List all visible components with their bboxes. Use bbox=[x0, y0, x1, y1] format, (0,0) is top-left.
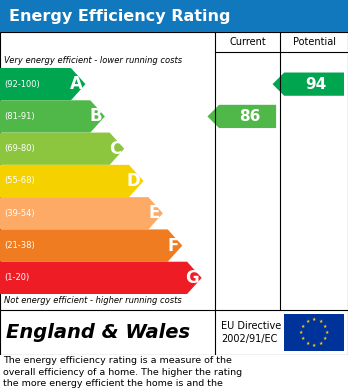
Text: (39-54): (39-54) bbox=[4, 209, 34, 218]
Text: E: E bbox=[149, 204, 160, 222]
Text: 86: 86 bbox=[239, 109, 260, 124]
Text: ★: ★ bbox=[301, 337, 305, 341]
Text: England & Wales: England & Wales bbox=[6, 323, 190, 342]
Text: Very energy efficient - lower running costs: Very energy efficient - lower running co… bbox=[4, 56, 182, 65]
Text: Potential: Potential bbox=[293, 37, 335, 47]
Text: B: B bbox=[89, 108, 102, 126]
Polygon shape bbox=[0, 230, 182, 262]
Text: ★: ★ bbox=[318, 319, 323, 324]
Polygon shape bbox=[0, 165, 144, 197]
Polygon shape bbox=[0, 197, 163, 230]
Text: (69-80): (69-80) bbox=[4, 144, 35, 153]
Text: G: G bbox=[185, 269, 199, 287]
Text: 94: 94 bbox=[306, 77, 327, 91]
Text: (92-100): (92-100) bbox=[4, 80, 40, 89]
Text: ★: ★ bbox=[301, 323, 305, 328]
Text: 2002/91/EC: 2002/91/EC bbox=[221, 334, 277, 344]
Text: F: F bbox=[168, 237, 179, 255]
Text: The energy efficiency rating is a measure of the
overall efficiency of a home. T: The energy efficiency rating is a measur… bbox=[3, 356, 243, 391]
Text: (81-91): (81-91) bbox=[4, 112, 34, 121]
Text: (21-38): (21-38) bbox=[4, 241, 35, 250]
Text: ★: ★ bbox=[299, 330, 303, 335]
Text: Not energy efficient - higher running costs: Not energy efficient - higher running co… bbox=[4, 296, 182, 305]
Text: ★: ★ bbox=[312, 343, 316, 348]
Polygon shape bbox=[0, 262, 201, 294]
Polygon shape bbox=[207, 105, 276, 128]
Text: ★: ★ bbox=[306, 319, 310, 324]
Text: D: D bbox=[127, 172, 141, 190]
Text: (1-20): (1-20) bbox=[4, 273, 29, 282]
Text: C: C bbox=[109, 140, 121, 158]
Polygon shape bbox=[0, 68, 86, 100]
Text: ★: ★ bbox=[323, 337, 327, 341]
Text: ★: ★ bbox=[323, 323, 327, 328]
Bar bbox=[284, 314, 344, 351]
Polygon shape bbox=[272, 72, 344, 96]
Text: Energy Efficiency Rating: Energy Efficiency Rating bbox=[9, 9, 230, 23]
Text: ★: ★ bbox=[306, 341, 310, 346]
Polygon shape bbox=[0, 100, 105, 133]
Text: EU Directive: EU Directive bbox=[221, 321, 281, 331]
Polygon shape bbox=[0, 133, 124, 165]
Text: ★: ★ bbox=[318, 341, 323, 346]
Text: (55-68): (55-68) bbox=[4, 176, 35, 185]
Text: ★: ★ bbox=[312, 317, 316, 322]
Text: A: A bbox=[70, 75, 82, 93]
Text: ★: ★ bbox=[325, 330, 329, 335]
Text: Current: Current bbox=[229, 37, 266, 47]
